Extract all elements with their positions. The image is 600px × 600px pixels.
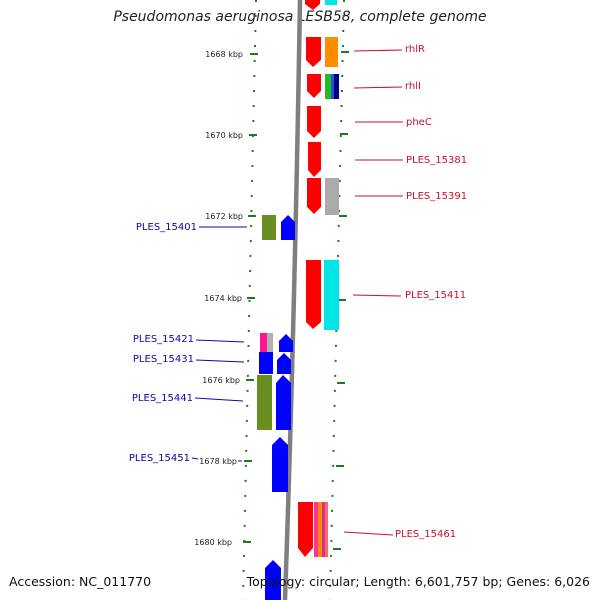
kbp-ticks [243,51,349,550]
gene-label-PLES_15401[interactable]: PLES_15401 [136,222,197,233]
feature-block [334,74,339,99]
kbp-label: 1672 kbp [205,212,243,221]
feature-block [262,215,276,240]
topology-text: Topology: circular; Length: 6,601,757 bp… [246,574,590,589]
gene-arrow-PLES_15391[interactable] [307,178,321,214]
leader-line [194,397,244,402]
gene-label-rhlR[interactable]: rhlR [405,44,425,55]
gene-arrow-PLES_15381[interactable] [308,142,321,177]
gene-label-rhlI[interactable]: rhlI [405,81,421,92]
leader-line [195,339,245,343]
gene-arrow-rhlR[interactable] [306,37,321,67]
feature-block [325,178,339,215]
gene-label-PLES_15431[interactable]: PLES_15431 [133,354,194,365]
kbp-label: 1670 kbp [205,131,243,140]
feature-block [257,375,272,430]
gene-arrow-PLES_15421[interactable] [279,334,293,352]
feature-block [318,502,322,557]
dna-backbone [282,0,303,600]
right-feature-blocks [314,0,339,557]
kbp-label: 1680 kbp [194,538,232,547]
kbp-label: 1678 kbp [199,457,237,466]
gene-label-PLES_15391[interactable]: PLES_15391 [406,191,467,202]
feature-block [325,502,328,557]
kbp-label: 1674 kbp [204,294,242,303]
feature-block [325,0,337,5]
feature-block [324,260,339,330]
gene-arrow-forward[interactable] [265,560,281,600]
kbp-label: 1676 kbp [202,376,240,385]
leader-line [195,359,245,363]
left-feature-blocks [257,215,276,430]
gene-label-PLES_15451[interactable]: PLES_15451 [129,453,190,464]
feature-block [325,37,338,67]
gene-arrow-PLES_15401[interactable] [281,215,295,240]
gene-label-PLES_15421[interactable]: PLES_15421 [133,334,194,345]
kbp-label: 1668 kbp [205,50,243,59]
feature-block [267,333,273,352]
leader-line [191,457,199,460]
gene-label-PLES_15381[interactable]: PLES_15381 [406,155,467,166]
kbp-tick-labels: 1668 kbp 1670 kbp 1672 kbp 1674 kbp 1676… [194,50,243,547]
reverse-strand-genes [298,0,321,557]
leader-line [352,294,402,297]
feature-block [260,333,267,352]
gene-arrow-pheC[interactable] [307,106,321,138]
gene-arrow-PLES_15411[interactable] [306,260,321,329]
left-gene-labels: PLES_15401 PLES_15421 PLES_15431 PLES_15… [129,222,247,464]
gene-arrow-PLES_15431[interactable] [277,353,291,374]
feature-block [322,502,325,557]
gene-label-pheC[interactable]: pheC [406,117,432,128]
gene-arrow-reverse[interactable] [305,0,320,10]
left-dotted-axis [242,0,257,600]
gene-arrow-PLES_15441[interactable] [276,375,291,430]
leader-line [353,49,403,52]
leader-line [343,531,394,536]
feature-block [331,74,334,99]
gene-arrow-PLES_15461[interactable] [298,502,313,557]
gene-label-PLES_15461[interactable]: PLES_15461 [395,529,456,540]
gene-arrow-PLES_15451[interactable] [272,437,288,492]
leader-line [353,86,403,89]
feature-block [259,352,273,374]
gene-label-PLES_15411[interactable]: PLES_15411 [405,290,466,301]
forward-strand-genes [265,215,295,600]
feature-block [314,502,318,557]
gene-label-PLES_15441[interactable]: PLES_15441 [132,393,193,404]
right-gene-labels: rhlR rhlI pheC PLES_15381 PLES_15391 PLE… [343,44,467,540]
gene-arrow-rhlI[interactable] [307,74,321,98]
accession-text: Accession: NC_011770 [9,574,152,589]
feature-block [325,74,331,99]
